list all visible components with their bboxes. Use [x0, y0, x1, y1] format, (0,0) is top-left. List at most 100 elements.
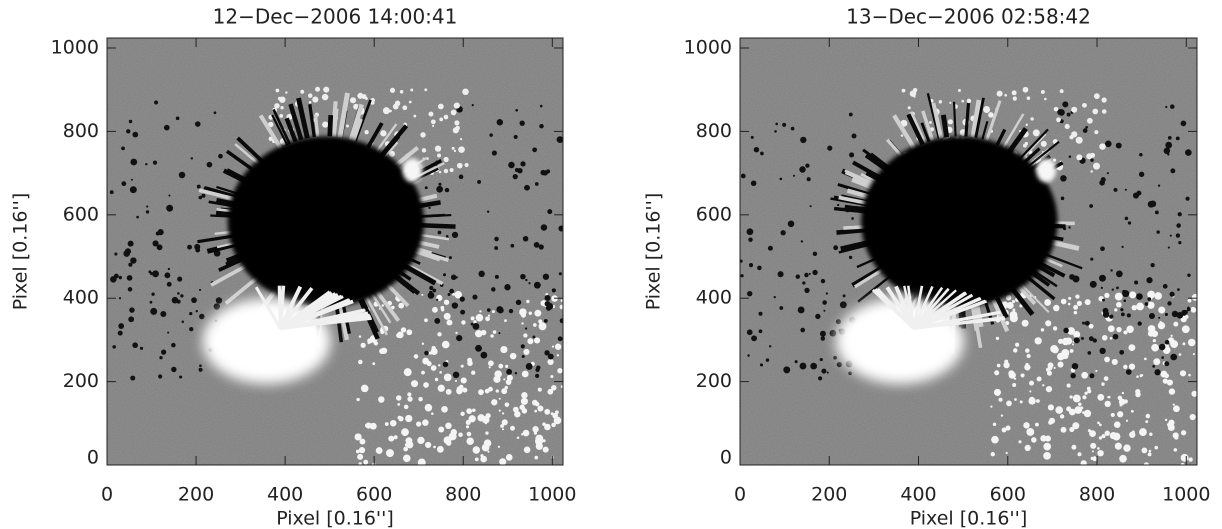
plage-speckle [480, 329, 487, 336]
network-speckle [1176, 223, 1181, 228]
plage-speckle [424, 318, 428, 323]
positive-filament [913, 300, 987, 330]
penumbra-filament [374, 289, 401, 322]
network-speckle [1175, 233, 1181, 238]
plage-speckle [502, 428, 505, 431]
network-speckle [747, 354, 750, 357]
network-speckle [797, 306, 805, 314]
plage-speckle [491, 310, 495, 314]
network-speckle [758, 311, 763, 316]
penumbra-filament [348, 103, 364, 141]
plage-speckle [1042, 384, 1045, 387]
plage-speckle [1118, 398, 1126, 406]
plage-speckle [385, 449, 394, 458]
y-tick-label: 400 [696, 287, 732, 309]
network-speckle [1125, 369, 1132, 375]
plage-speckle [1006, 400, 1012, 407]
plage-speckle [471, 370, 476, 375]
plage-speckle [535, 434, 544, 443]
network-speckle [524, 327, 528, 330]
plage-speckle [396, 333, 401, 338]
plage-speckle [322, 121, 329, 128]
plage-speckle [1143, 357, 1147, 361]
network-speckle [833, 245, 839, 251]
plage-speckle [1076, 300, 1082, 307]
plage-speckle [1074, 406, 1083, 414]
plage-speckle [360, 384, 369, 393]
plage-speckle [1151, 330, 1159, 338]
plage-speckle [401, 428, 409, 437]
plage-speckle [473, 320, 477, 324]
plage-speckle [413, 354, 419, 359]
network-speckle [558, 225, 563, 232]
plage-speckle [1061, 349, 1070, 357]
network-speckle [178, 171, 186, 179]
x-tick-label: 200 [178, 484, 214, 506]
plage-speckle [405, 414, 413, 423]
x-tick-label: 1000 [1162, 484, 1210, 506]
plage-speckle [357, 453, 364, 460]
plage-speckle [1149, 432, 1153, 436]
plage-speckle [498, 397, 501, 400]
y-tick-label: 600 [63, 203, 99, 225]
plage-speckle [550, 374, 554, 379]
network-speckle [114, 252, 118, 256]
network-speckle [118, 297, 122, 300]
network-speckle [525, 278, 528, 282]
network-speckle [848, 112, 853, 117]
penumbra-filament [931, 102, 943, 139]
plage-speckle [428, 351, 433, 355]
plage-speckle [403, 446, 409, 452]
plage-speckle [1025, 123, 1028, 127]
plage-speckle [949, 101, 952, 105]
plage-speckle [1107, 325, 1115, 333]
plage-speckle [421, 342, 425, 345]
network-speckle [812, 269, 818, 276]
network-speckle [123, 250, 130, 257]
penumbra-filament [920, 122, 931, 143]
network-speckle [187, 244, 193, 250]
plage-speckle [398, 302, 405, 309]
plage-speckle [312, 96, 319, 103]
y-axis-label: Pixel [0.16''] [643, 193, 665, 311]
plage-speckle [996, 363, 1001, 368]
positive-filament [912, 285, 924, 329]
plage-speckle [505, 364, 509, 369]
plage-speckle [475, 313, 484, 322]
network-speckle [519, 120, 525, 126]
plage-speckle [1043, 442, 1052, 451]
penumbra-filament [374, 123, 398, 154]
penumbra-filament [379, 124, 409, 158]
plage-speckle [1053, 366, 1056, 370]
plage-speckle [501, 388, 508, 395]
network-speckle [809, 205, 812, 208]
network-speckle [542, 273, 550, 280]
plage-speckle [1164, 373, 1169, 379]
plage-speckle [454, 120, 460, 126]
plage-speckle [1191, 390, 1197, 397]
plage-speckle [439, 371, 442, 374]
network-speckle [532, 335, 536, 339]
network-speckle [1124, 188, 1127, 191]
plage-speckle [1092, 108, 1099, 115]
network-speckle [1112, 333, 1119, 340]
network-speckle [750, 135, 754, 139]
network-speckle [1060, 196, 1065, 201]
plage-speckle [1154, 292, 1162, 300]
network-speckle [1152, 364, 1156, 368]
network-speckle [1185, 149, 1192, 156]
plage-speckle [1018, 440, 1022, 444]
network-speckle [121, 181, 127, 187]
plage-speckle [521, 391, 528, 399]
plage-speckle [1145, 413, 1151, 419]
plage-speckle [428, 111, 434, 117]
network-speckle [1068, 155, 1072, 158]
network-speckle [126, 275, 133, 281]
plage-speckle [1030, 117, 1034, 121]
plage-speckle [438, 170, 442, 174]
plage-speckle [458, 146, 465, 153]
network-speckle [1100, 246, 1105, 252]
plage-speckle [992, 422, 997, 427]
y-tick-label: 800 [63, 120, 99, 142]
plage-speckle [504, 385, 508, 390]
